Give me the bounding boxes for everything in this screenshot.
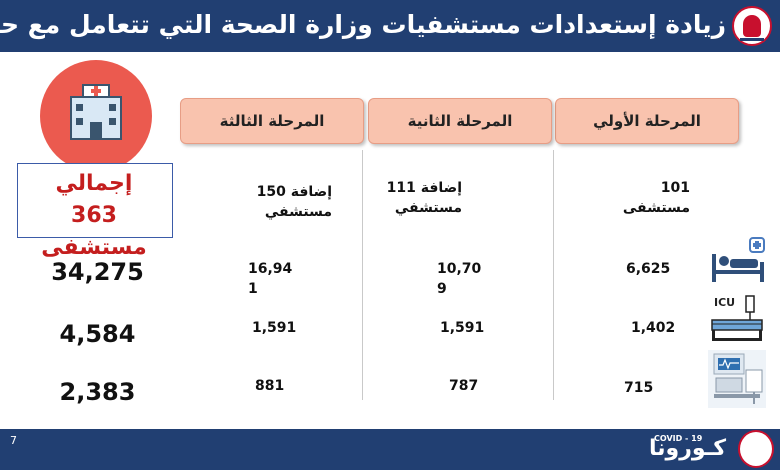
phase-1-beds-value: 6,625 (626, 261, 671, 277)
icu-label: ICU (714, 296, 736, 309)
total-ventilator-value: 2,383 (59, 378, 136, 406)
ventilator-icon (706, 350, 768, 412)
total-beds-value: 34,275 (51, 258, 144, 286)
page-title: زيادة إستعدادات مستشفيات وزارة الصحة الت… (0, 10, 726, 39)
covid-label: COVID - 19 (654, 434, 703, 443)
corona-wordmark: كـورونا (649, 436, 726, 461)
hospital-icon (40, 60, 152, 172)
phase-2-description: إضافة 111 مستشفي (386, 180, 462, 216)
icu-bed-icon: ICU (706, 294, 768, 348)
phase-3-description: إضافة 150 مستشفي (256, 184, 332, 220)
hospital-bed-icon (706, 234, 768, 290)
header-bar: زيادة إستعدادات مستشفيات وزارة الصحة الت… (0, 0, 780, 52)
phase-2-beds-value: 10,70 9 (437, 261, 482, 297)
total-hospitals-box (17, 163, 173, 238)
phase-3-header: المرحلة الثالثة (180, 98, 364, 144)
phase-1-description: 101 مستشفى (622, 180, 690, 216)
phase-2-ventilator-value: 787 (449, 378, 479, 394)
phase-3-icu-value: 1,591 (252, 320, 297, 336)
total-icu-value: 4,584 (59, 320, 136, 348)
ministry-logo-icon (732, 6, 772, 46)
column-divider (553, 150, 554, 400)
phase-2-header: المرحلة الثانية (368, 98, 552, 144)
footer-logo-icon (738, 430, 774, 468)
phase-2-icu-value: 1,591 (440, 320, 485, 336)
phase-1-header: المرحلة الأولي (555, 98, 739, 144)
footer-bar (0, 429, 780, 470)
phase-3-beds-value: 16,94 1 (248, 261, 293, 297)
page-title-continuation: الكورونا (6, 44, 726, 52)
phase-1-icu-value: 1,402 (631, 320, 676, 336)
phase-1-ventilator-value: 715 (624, 380, 654, 396)
column-divider (362, 150, 363, 400)
page-number: 7 (10, 434, 17, 447)
total-hospitals-label: إجمالي 363 مستشفى (41, 171, 147, 260)
phase-3-ventilator-value: 881 (255, 378, 285, 394)
